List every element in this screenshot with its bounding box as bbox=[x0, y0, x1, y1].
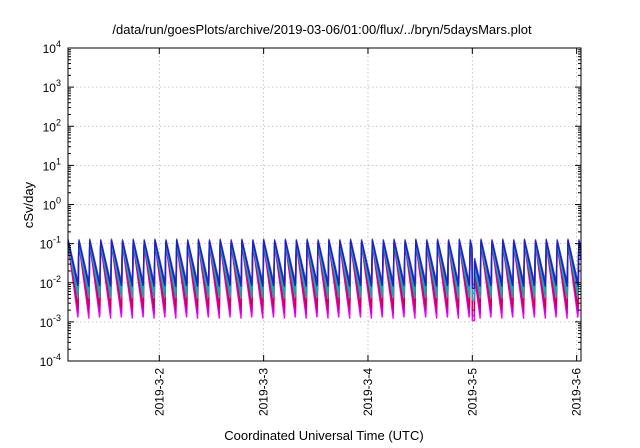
y-tick-label: 101 bbox=[43, 156, 61, 173]
y-axis-label: cSv/day bbox=[21, 181, 36, 228]
x-tick-label: 2019-3-3 bbox=[257, 368, 271, 416]
y-tick-base: 10 bbox=[40, 238, 54, 252]
y-tick-exponent: 4 bbox=[56, 39, 61, 49]
y-tick-label: 100 bbox=[43, 196, 61, 213]
y-tick-base: 10 bbox=[43, 199, 57, 213]
series-line bbox=[67, 242, 582, 301]
series-line bbox=[67, 239, 582, 290]
y-tick-label: 10-2 bbox=[40, 274, 61, 291]
x-ticks: 2019-3-2 2019-3-3 2019-3-4 2019-3-5 2019-3-6 bbox=[152, 48, 584, 416]
y-tick-exponent: 0 bbox=[56, 196, 61, 206]
x-tick-label: 2019-3-6 bbox=[570, 368, 584, 416]
y-tick-label: 10-1 bbox=[40, 235, 61, 252]
series-lines bbox=[67, 238, 582, 322]
y-tick-exponent: -3 bbox=[53, 313, 61, 323]
y-tick-label: 102 bbox=[43, 117, 61, 134]
y-tick-base: 10 bbox=[43, 159, 57, 173]
grid bbox=[68, 48, 581, 361]
y-tick-exponent: -2 bbox=[53, 274, 61, 284]
chart-title: /data/run/goesPlots/archive/2019-03-06/0… bbox=[112, 22, 532, 37]
y-tick-label: 10-4 bbox=[40, 352, 61, 369]
y-tick-exponent: 3 bbox=[56, 78, 61, 88]
y-tick-exponent: -4 bbox=[53, 352, 61, 362]
y-tick-base: 10 bbox=[40, 355, 54, 369]
x-tick-label: 2019-3-2 bbox=[152, 368, 166, 416]
x-axis-label: Coordinated Universal Time (UTC) bbox=[224, 428, 423, 443]
y-tick-label: 104 bbox=[43, 39, 61, 56]
y-tick-exponent: 1 bbox=[56, 156, 61, 166]
y-tick-base: 10 bbox=[43, 120, 57, 134]
y-tick-base: 10 bbox=[40, 316, 54, 330]
y-tick-label: 103 bbox=[43, 78, 61, 95]
y-tick-base: 10 bbox=[40, 277, 54, 291]
y-tick-exponent: 2 bbox=[56, 117, 61, 127]
y-tick-base: 10 bbox=[43, 42, 57, 56]
y-tick-exponent: -1 bbox=[53, 235, 61, 245]
x-tick-label: 2019-3-4 bbox=[361, 368, 375, 416]
y-tick-base: 10 bbox=[43, 81, 57, 95]
y-tick-label: 10-3 bbox=[40, 313, 61, 330]
x-tick-label: 2019-3-5 bbox=[465, 368, 479, 416]
